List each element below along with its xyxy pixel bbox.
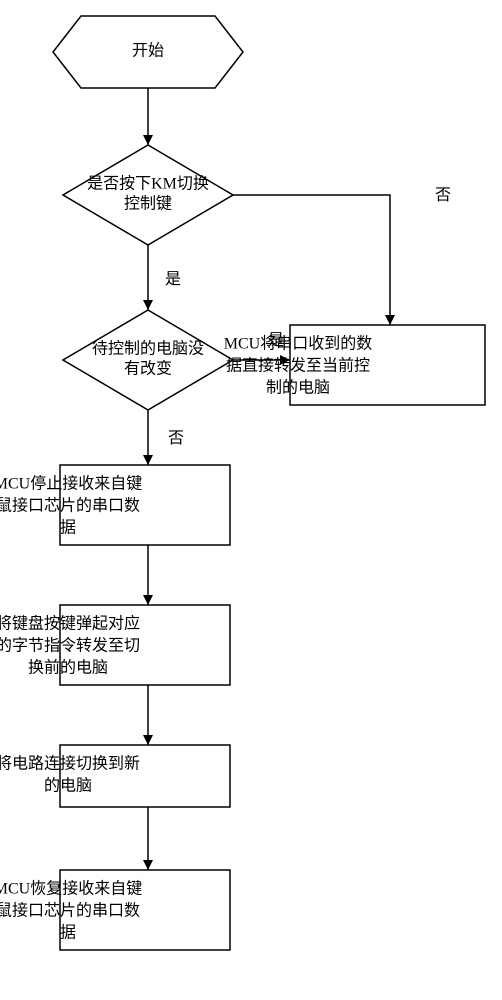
decision-text: 待控制的电脑没 bbox=[92, 340, 204, 358]
svg-text:否: 否 bbox=[435, 187, 451, 204]
start-label: 开始 bbox=[132, 42, 164, 60]
process-text: 制的电脑 bbox=[266, 379, 330, 397]
process-text: 据 bbox=[60, 519, 76, 537]
process-text: 将电路连接切换到新 bbox=[0, 755, 140, 773]
process-text: 将键盘按键弹起对应 bbox=[0, 614, 140, 633]
process-text: 的字节指令转发至切 bbox=[0, 637, 140, 655]
process-text: 据 bbox=[60, 924, 76, 942]
svg-text:是: 是 bbox=[165, 271, 181, 288]
process-text: MCU恢复接收来自键 bbox=[0, 880, 142, 898]
decision-text: 控制键 bbox=[124, 195, 172, 213]
process-text: 鼠接口芯片的串口数 bbox=[0, 497, 140, 515]
svg-text:否: 否 bbox=[168, 430, 184, 447]
process-text: 的电脑 bbox=[44, 777, 92, 795]
process-text: 据直接转发至当前控 bbox=[226, 357, 370, 375]
process-text: 鼠接口芯片的串口数 bbox=[0, 902, 140, 920]
decision-text: 有改变 bbox=[124, 360, 172, 378]
process-text: MCU将串口收到的数 bbox=[224, 335, 372, 353]
process-text: MCU停止接收来自键 bbox=[0, 475, 142, 493]
process-node bbox=[60, 745, 230, 807]
decision-text: 是否按下KM切换 bbox=[87, 175, 209, 193]
process-text: 换前的电脑 bbox=[28, 659, 108, 677]
